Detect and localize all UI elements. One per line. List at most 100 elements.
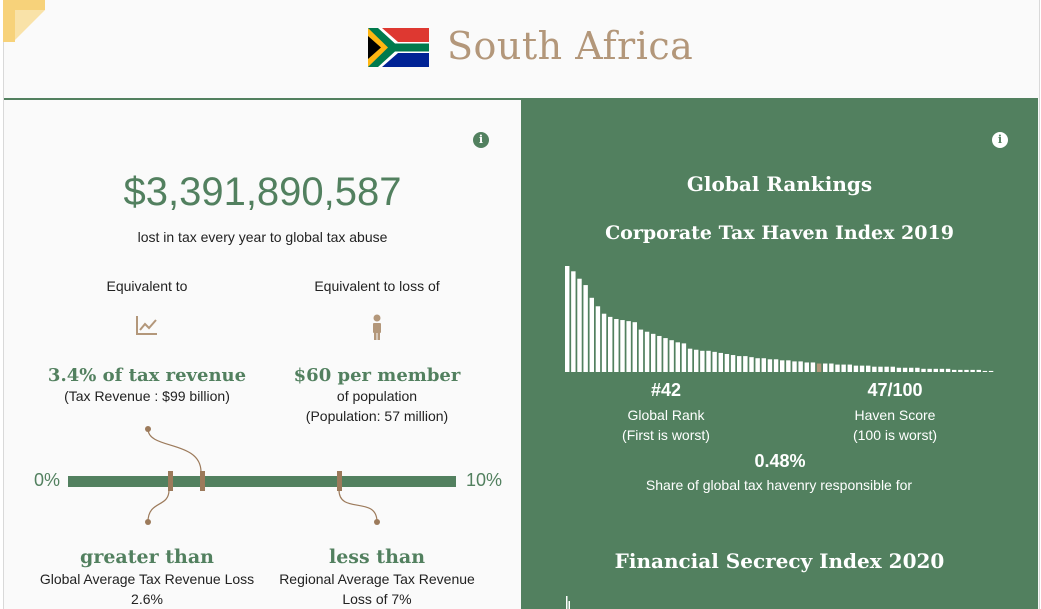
per-member-loss: $60 per member xyxy=(293,365,461,386)
cthi-bar xyxy=(786,360,791,372)
cthi-bar xyxy=(583,285,588,372)
haven-score-note: (100 is worst) xyxy=(852,427,938,443)
global-rank-label: Global Rank xyxy=(627,407,705,423)
cthi-bar xyxy=(810,362,816,372)
cthi-bar xyxy=(749,357,754,372)
country-title: South Africa xyxy=(447,24,694,68)
south-africa-flag-icon xyxy=(368,28,429,67)
cthi-bar xyxy=(638,329,644,372)
corner-fold-icon xyxy=(3,0,45,42)
cthi-bar xyxy=(982,370,988,372)
cthi-bar xyxy=(958,369,963,372)
scale-min-label: 0% xyxy=(34,470,61,490)
cthi-bar xyxy=(644,331,650,372)
cthi-bar xyxy=(896,367,902,372)
global-comparison-headline: greater than xyxy=(80,546,214,568)
cthi-bar xyxy=(700,350,705,372)
cthi-bar-chart xyxy=(565,266,994,372)
cthi-bar xyxy=(743,356,748,372)
cthi-bar xyxy=(706,350,711,372)
cthi-bar xyxy=(651,333,656,372)
global-average-marker xyxy=(168,471,173,491)
info-icon[interactable]: i xyxy=(992,132,1008,148)
global-rank-value: #42 xyxy=(650,380,682,400)
scale-max-label: 10% xyxy=(466,470,503,490)
cthi-bar xyxy=(866,365,871,372)
global-rank-note: (First is worst) xyxy=(622,427,710,443)
cthi-bar xyxy=(675,342,680,372)
regional-comparison-label: Regional Average Tax Revenue xyxy=(279,571,475,587)
rankings-title: Global Rankings xyxy=(686,172,873,196)
cthi-bar xyxy=(829,363,834,372)
cthi-bar xyxy=(724,353,730,372)
cthi-bar xyxy=(755,358,760,372)
cthi-bar xyxy=(841,364,846,372)
share-value: 0.48% xyxy=(754,451,806,471)
line-chart-icon xyxy=(136,316,157,335)
cthi-bar xyxy=(565,266,570,372)
cthi-bar xyxy=(608,316,613,372)
cthi-bar xyxy=(718,352,723,372)
country-marker xyxy=(200,471,205,491)
cthi-bar xyxy=(945,368,951,372)
cthi-bar xyxy=(823,363,828,372)
cthi-bar xyxy=(681,343,687,372)
cthi-bar xyxy=(589,297,594,372)
info-icon[interactable]: i xyxy=(473,132,489,148)
equivalent-label: Equivalent to xyxy=(106,278,188,294)
cthi-bar xyxy=(902,367,908,372)
cthi-bar xyxy=(687,348,693,372)
cthi-title: Corporate Tax Haven Index 2019 xyxy=(605,222,954,244)
cthi-bar xyxy=(933,368,938,372)
cthi-bar xyxy=(767,359,773,372)
cthi-bar xyxy=(964,369,969,372)
country-header: South Africa xyxy=(4,0,1038,100)
cthi-bar xyxy=(872,366,877,372)
cthi-bar xyxy=(632,322,637,372)
cthi-bar xyxy=(853,365,859,372)
cthi-bar xyxy=(694,349,699,372)
cthi-bar xyxy=(663,338,668,372)
cthi-bar xyxy=(614,319,619,372)
cthi-bar xyxy=(595,306,601,372)
cthi-bar xyxy=(626,321,631,372)
regional-average-marker xyxy=(337,471,342,491)
fsi-title: Financial Secrecy Index 2020 xyxy=(614,549,945,573)
person-icon xyxy=(373,314,381,340)
cthi-bar xyxy=(798,361,803,372)
cthi-bar xyxy=(847,364,852,372)
cthi-bar xyxy=(737,356,742,372)
tax-revenue-detail: (Tax Revenue : $99 billion) xyxy=(64,388,230,404)
cthi-bar xyxy=(909,367,914,372)
global-comparison-label: Global Average Tax Revenue Loss xyxy=(39,571,255,587)
cthi-bar xyxy=(939,368,945,372)
cthi-bar xyxy=(878,366,883,372)
cthi-bar xyxy=(761,358,766,372)
population-count: (Population: 57 million) xyxy=(305,408,449,424)
cthi-bar xyxy=(927,368,932,372)
cthi-bar xyxy=(804,362,809,372)
cthi-bar xyxy=(970,369,975,372)
cthi-bar xyxy=(915,367,920,372)
cthi-bar xyxy=(835,364,840,372)
rankings-panel: i Global Rankings Corporate Tax Haven In… xyxy=(521,100,1038,609)
cthi-bar xyxy=(730,355,736,372)
equivalent-loss-label: Equivalent to loss of xyxy=(314,278,440,294)
cthi-bar xyxy=(952,369,957,372)
line-chart-icon-wrap xyxy=(17,314,277,340)
tax-loss-panel: i $3,391,890,587 lost in tax every year … xyxy=(4,100,521,609)
haven-score-value: 47/100 xyxy=(867,380,923,400)
person-icon-wrap xyxy=(247,314,507,340)
cthi-bar xyxy=(601,313,607,372)
regional-comparison-headline: less than xyxy=(328,546,426,568)
global-comparison-value: 2.6% xyxy=(131,591,163,607)
tax-loss-amount: $3,391,890,587 xyxy=(123,170,402,214)
cthi-bar xyxy=(657,335,662,372)
cthi-bar xyxy=(921,368,926,372)
cthi-bar xyxy=(571,271,576,372)
cthi-bar xyxy=(884,366,889,372)
cthi-bar xyxy=(620,320,625,372)
cthi-bar xyxy=(712,351,717,372)
cthi-bar xyxy=(890,366,895,372)
cthi-bar xyxy=(859,365,865,372)
